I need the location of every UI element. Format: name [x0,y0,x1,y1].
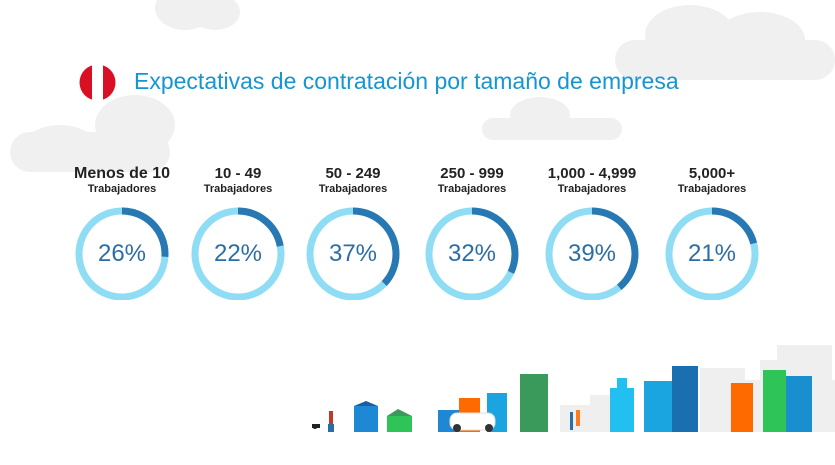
percent-value: 26% [97,240,147,267]
group-sublabel: Trabajadores [318,183,388,195]
group-label: 50 - 249 [325,165,381,182]
ring-value-arc [191,207,285,300]
group-label: 250 - 999 [440,165,504,182]
group-header: 10 - 49 Trabajadores [173,165,303,196]
donut-ring [425,207,519,300]
donut-ring [191,207,285,300]
group-label: 10 - 49 [214,165,262,182]
ring-value-arc [425,207,519,300]
percent-value: 21% [687,240,737,267]
ring-value-arc [306,207,400,300]
group-label: 5,000+ [688,165,736,182]
group-header: Menos de 10 Trabajadores [57,165,187,196]
group-sublabel: Trabajadores [557,183,627,195]
donut-ring [306,207,400,300]
group-header: 50 - 249 Trabajadores [288,165,418,196]
donut-ring [545,207,639,300]
percent-value: 22% [213,240,263,267]
donut-ring [75,207,169,300]
group-sublabel: Trabajadores [437,183,507,195]
group-sublabel: Trabajadores [87,183,157,195]
ring-value-arc [545,207,639,300]
group-header: 1,000 - 4,999 Trabajadores [527,165,657,196]
group-label: Menos de 10 [73,165,171,182]
percent-value: 32% [447,240,497,267]
group-header: 5,000+ Trabajadores [647,165,777,196]
group-sublabel: Trabajadores [203,183,273,195]
group-header: 250 - 999 Trabajadores [407,165,537,196]
group-label: 1,000 - 4,999 [547,165,637,182]
peru-flag-icon [79,64,116,101]
group-sublabel: Trabajadores [677,183,747,195]
city-skyline-illustration [312,345,835,432]
ring-value-arc [665,207,759,300]
percent-value: 37% [328,240,378,267]
percent-value: 39% [567,240,617,267]
donut-ring [665,207,759,300]
page-title: Expectativas de contratación por tamaño … [134,68,679,94]
ring-value-arc [75,207,169,300]
